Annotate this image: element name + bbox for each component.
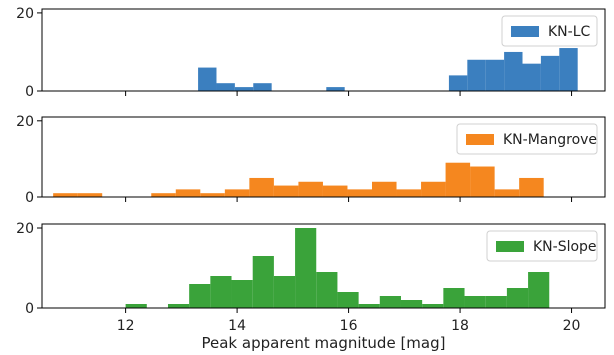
histogram-bar — [295, 228, 317, 308]
panel-frame — [41, 8, 606, 92]
histogram-bar — [504, 51, 523, 91]
histogram-bar — [358, 304, 380, 308]
legend-swatch — [466, 134, 494, 145]
x-tick-label: 16 — [340, 318, 358, 334]
histogram-bar — [559, 48, 578, 91]
legend: KN-LC — [501, 15, 598, 47]
histogram-bar — [253, 83, 272, 91]
histogram-bar — [485, 296, 507, 308]
panel-3: 0 20 12 14 16 18 20 KN-Slope — [16, 221, 606, 334]
histogram-bar — [322, 185, 348, 197]
histogram-bar — [189, 284, 211, 308]
histogram-bar — [464, 296, 486, 308]
histogram-bar — [396, 189, 422, 197]
histogram-bar — [400, 300, 423, 308]
histogram-bar — [337, 292, 359, 308]
legend-box — [501, 15, 598, 47]
histogram-bar — [445, 162, 471, 197]
legend-label: KN-Mangrove — [503, 132, 597, 148]
histogram-bar — [379, 296, 401, 308]
y-tick-label: 0 — [25, 301, 34, 317]
legend-label: KN-LC — [548, 24, 591, 40]
x-tick-label: 12 — [117, 318, 135, 334]
histogram-bar — [485, 59, 505, 91]
histogram-bar — [273, 185, 299, 197]
histogram-bar — [216, 83, 235, 91]
x-tick-label: 18 — [451, 318, 469, 334]
histogram-bar — [234, 87, 254, 91]
histogram-bar — [231, 280, 253, 308]
histogram-bar — [316, 272, 338, 308]
histogram-bar — [224, 189, 250, 197]
histogram-bar — [175, 189, 201, 197]
panel-1: 0 20 KN-LC — [16, 6, 606, 100]
y-tick-label: 20 — [16, 221, 34, 237]
histogram-bar — [77, 193, 103, 197]
panel-frame — [41, 223, 606, 309]
histogram-bar — [347, 189, 372, 197]
histogram-bar — [125, 304, 147, 308]
legend: KN-Mangrove — [456, 123, 598, 155]
histogram-bar — [298, 181, 323, 197]
x-axis-label: Peak apparent magnitude [mag] — [202, 334, 446, 352]
y-tick-label: 0 — [25, 190, 34, 206]
histogram-bar — [273, 276, 296, 308]
histogram-bar — [249, 177, 274, 197]
histogram-bar — [448, 75, 468, 91]
histogram-bar — [210, 276, 232, 308]
histogram-bar — [151, 193, 176, 197]
legend: KN-Slope — [486, 230, 598, 262]
legend-swatch — [496, 241, 524, 252]
legend-label: KN-Slope — [533, 239, 597, 255]
histogram-bar — [506, 288, 529, 308]
histogram-bar — [167, 304, 190, 308]
histogram-bar — [443, 288, 465, 308]
histogram-bar — [53, 193, 78, 197]
histogram-bar — [470, 166, 495, 197]
histogram-bar — [326, 87, 345, 91]
histogram-bar — [494, 189, 520, 197]
histogram-bar — [252, 256, 274, 308]
legend-box — [456, 123, 598, 155]
histogram-bar — [421, 181, 446, 197]
y-tick-label: 20 — [16, 114, 34, 130]
x-tick-label: 14 — [228, 318, 246, 334]
histogram-bar — [467, 59, 486, 91]
histogram-bar — [200, 193, 225, 197]
y-tick-label: 20 — [16, 6, 34, 22]
histogram-bar — [372, 181, 397, 197]
x-tick-label: 20 — [563, 318, 581, 334]
histogram-bar — [540, 55, 560, 91]
histogram-bar — [522, 63, 541, 91]
histogram-bar — [528, 272, 550, 308]
panel-2: 0 20 KN-Mangrove — [16, 114, 606, 206]
histogram-bar — [198, 67, 217, 91]
histogram-bar — [519, 177, 544, 197]
panel-frame — [41, 116, 606, 198]
legend-box — [486, 230, 598, 262]
histogram-bar — [422, 304, 444, 308]
y-tick-label: 0 — [25, 84, 34, 100]
legend-swatch — [511, 26, 539, 37]
